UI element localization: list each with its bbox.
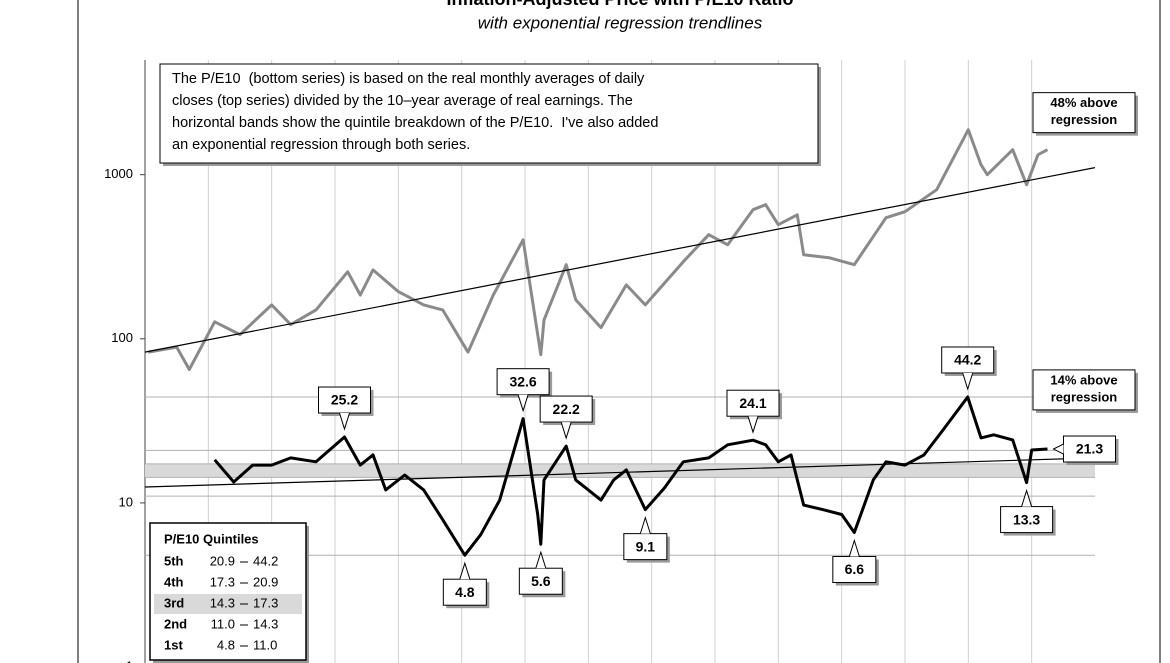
y-tick-label: 10 — [119, 494, 133, 509]
callout-pointer — [459, 561, 471, 580]
callout-pointer — [339, 412, 350, 431]
data-label: 9.1 — [636, 538, 656, 554]
quintile-low: 14.3 — [210, 595, 235, 610]
y-tick-label: 1000 — [104, 166, 133, 181]
quintile-high: 44.2 — [253, 553, 278, 568]
quintile-high: 20.9 — [253, 574, 278, 589]
quintile-high: 14.3 — [253, 616, 278, 631]
data-label: 22.2 — [553, 401, 580, 417]
quintile-legend-title: P/E10 Quintiles — [164, 531, 259, 546]
quintile-name: 4th — [164, 574, 184, 589]
description-line: The P/E10 (bottom series) is based on th… — [172, 71, 645, 87]
callout-pointer — [535, 550, 547, 569]
callout-pointer — [560, 421, 572, 440]
callout-box — [1032, 369, 1136, 411]
callout-pointer — [1021, 488, 1033, 507]
quintile-legend — [149, 522, 307, 661]
data-label: 4.8 — [455, 584, 475, 600]
data-label: 24.1 — [739, 395, 766, 411]
data-label: 5.6 — [531, 573, 551, 589]
chart-title: Inflation-Adjusted Price with P/E10 Rati… — [446, 0, 793, 9]
callout-box — [1032, 92, 1136, 134]
description-line: closes (top series) divided by the 10–ye… — [172, 93, 633, 109]
callout-pointer — [848, 538, 860, 557]
callout-box — [832, 556, 877, 584]
data-label: 21.3 — [1076, 441, 1103, 457]
quintile-band — [145, 463, 1095, 478]
callout-pointer — [962, 372, 974, 391]
data-label: 32.6 — [509, 373, 536, 389]
note-text: 14% above — [1050, 372, 1117, 387]
quintile-name: 2nd — [164, 616, 187, 631]
callout-box — [726, 389, 780, 417]
data-label: 13.3 — [1013, 511, 1040, 527]
note-text: 48% above — [1050, 95, 1117, 110]
quintile-name: 5th — [164, 553, 184, 568]
quintile-low: 4.8 — [217, 637, 235, 652]
description-line: horizontal bands show the quintile break… — [172, 115, 658, 131]
callout-box — [159, 63, 819, 164]
callout-box — [1000, 506, 1054, 534]
callout-box — [318, 386, 371, 414]
y-tick-label: 100 — [111, 330, 133, 345]
callout-box — [496, 368, 550, 396]
series-line — [147, 128, 1049, 371]
chart-subtitle: with exponential regression trendlines — [478, 13, 763, 32]
y-tick-label: 1 — [126, 658, 133, 663]
note-text: regression — [1051, 389, 1118, 404]
data-label: 6.6 — [845, 561, 865, 577]
callout-box — [1063, 435, 1116, 463]
callout-pointer — [639, 515, 651, 534]
callout-box — [518, 567, 563, 595]
callout-box — [941, 346, 995, 374]
callout-pointer — [1052, 443, 1064, 455]
data-label: 44.2 — [954, 352, 981, 368]
quintile-low: 17.3 — [210, 574, 235, 589]
description-line: an exponential regression through both s… — [172, 137, 470, 153]
callout-pointer — [747, 416, 759, 434]
quintile-low: 20.9 — [210, 553, 235, 568]
callout-box — [442, 578, 487, 606]
plot — [144, 128, 1096, 557]
note-text: regression — [1051, 112, 1118, 127]
trend-line — [144, 457, 1096, 488]
callout-box — [623, 533, 668, 561]
callout-pointer — [517, 394, 529, 413]
quintile-legend-shade — [154, 594, 302, 614]
quintile-low: 11.0 — [211, 616, 235, 631]
quintile-name: 3rd — [164, 595, 184, 610]
quintile-name: 1st — [164, 637, 183, 652]
trend-line — [144, 167, 1096, 353]
quintile-high: 17.3 — [253, 595, 278, 610]
overlays: 25.2 4.8 32.6 5.6 22.2 9.1 24.1 6.6 44.2 13.3 21.3… — [149, 63, 1138, 663]
data-label: 25.2 — [331, 392, 358, 408]
quintile-high: 11.0 — [253, 637, 277, 652]
callout-box — [539, 395, 593, 423]
series-line — [213, 395, 1048, 557]
